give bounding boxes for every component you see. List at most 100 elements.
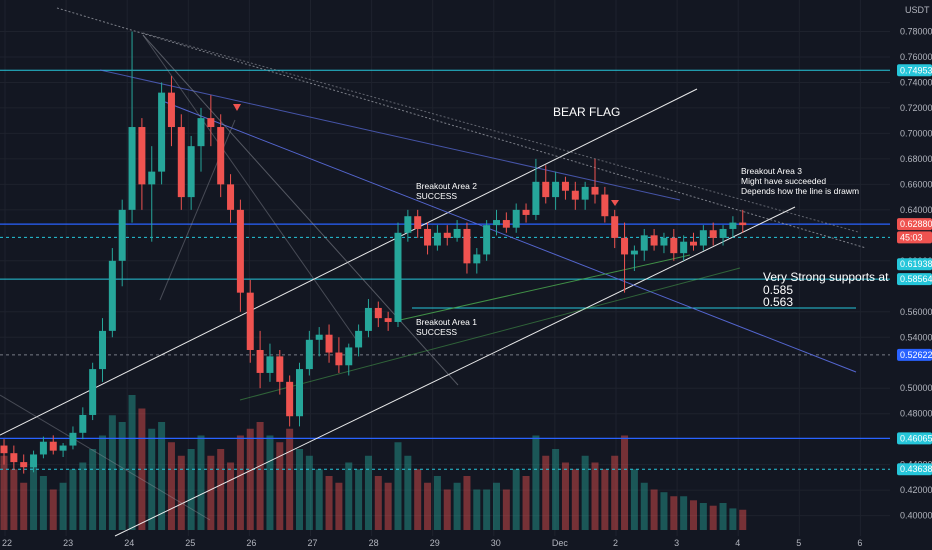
trendlines xyxy=(0,7,867,537)
volume-bar xyxy=(276,442,284,530)
volume-bar xyxy=(463,476,471,530)
candle-body xyxy=(266,356,274,373)
candle-body xyxy=(207,118,215,128)
volume-bar xyxy=(148,428,156,530)
candle-body xyxy=(374,307,382,319)
candles xyxy=(0,31,747,474)
candle-body xyxy=(128,127,136,210)
volume-bar xyxy=(660,492,668,530)
candle-body xyxy=(246,292,254,350)
x-tick-label: 22 xyxy=(2,538,12,548)
volume-bar xyxy=(424,482,432,530)
volume-bar xyxy=(443,489,451,530)
y-tick-label: 0.40000 xyxy=(900,511,932,521)
candle-body xyxy=(601,194,609,217)
price-tag-label: 45:03 xyxy=(900,232,923,242)
volume-bar xyxy=(384,482,392,530)
price-tag xyxy=(897,64,932,77)
moving-average-slow-line xyxy=(239,267,741,401)
annotation-support-2: 0.563 xyxy=(763,295,793,309)
candle-body xyxy=(286,381,294,417)
volume-bar xyxy=(601,469,609,530)
candle-body xyxy=(483,225,491,255)
y-tick-label: 0.74000 xyxy=(900,77,932,87)
y-tick-label: 0.50000 xyxy=(900,383,932,393)
candle-body xyxy=(197,118,205,147)
candle-body xyxy=(158,92,166,172)
candle-body xyxy=(256,349,264,373)
price-tag-label: 0.46065 xyxy=(900,433,932,443)
volume-bar xyxy=(739,509,747,530)
volume-bar xyxy=(621,435,629,530)
price-tag xyxy=(897,348,932,361)
x-tick-label: 29 xyxy=(430,538,440,548)
fan-line-1 xyxy=(142,34,459,386)
volume-bar xyxy=(522,476,530,530)
down-marker xyxy=(611,200,619,206)
candle-body xyxy=(296,369,303,417)
candle-body xyxy=(453,228,461,238)
volume-bar xyxy=(699,503,707,530)
candle-body xyxy=(670,237,678,254)
candle-body xyxy=(690,241,697,246)
volume-bar xyxy=(197,435,205,530)
volume-bar xyxy=(207,455,215,530)
volume-bar xyxy=(670,496,678,530)
candle-body xyxy=(236,209,244,293)
candle-body xyxy=(177,127,185,198)
candle-body xyxy=(49,441,57,451)
x-tick-label: 28 xyxy=(369,538,379,548)
volume-bar xyxy=(305,455,313,530)
candle-body xyxy=(10,453,18,463)
volume-bar xyxy=(99,435,106,530)
volume-bar xyxy=(374,476,382,530)
candle-body xyxy=(335,352,343,366)
secondary-down-trendline xyxy=(142,32,859,233)
volume-bar xyxy=(236,435,244,530)
volume-bar xyxy=(296,449,303,530)
candle-body xyxy=(680,241,688,254)
candle-body xyxy=(719,228,727,238)
candle-body xyxy=(138,127,146,185)
candle-body xyxy=(414,216,422,229)
y-tick-label: 0.72000 xyxy=(900,103,932,113)
volume-bar xyxy=(581,455,589,530)
volume-bar xyxy=(552,449,560,530)
candle-body xyxy=(581,186,589,200)
volume-bar xyxy=(227,462,235,530)
x-tick-label: 23 xyxy=(63,538,73,548)
volume-bar xyxy=(483,489,491,530)
candle-body xyxy=(384,318,392,322)
x-tick-label: 3 xyxy=(674,538,679,548)
volume-bar xyxy=(512,469,520,530)
volume-bar xyxy=(650,489,658,530)
volume-bar xyxy=(79,462,87,530)
annotation-area1-title: Breakout Area 1 xyxy=(416,317,477,327)
annotation-area3-title: Breakout Area 3 xyxy=(741,166,802,176)
candle-body xyxy=(69,432,77,446)
volume-bar xyxy=(571,469,579,530)
markers xyxy=(233,104,619,206)
price-tag-label: 0.61938 xyxy=(900,259,932,269)
volume-bar xyxy=(108,415,116,530)
y-tick-label: 0.68000 xyxy=(900,154,932,164)
candle-body xyxy=(611,216,619,238)
price-tag xyxy=(897,463,932,476)
price-tag-label: 0.58564 xyxy=(900,274,932,284)
volume-bar xyxy=(256,422,264,530)
candle-body xyxy=(20,462,28,468)
candle-body xyxy=(99,330,106,370)
volume-bar xyxy=(118,422,126,530)
macro-down-trendline xyxy=(56,7,867,249)
x-tick-label: 26 xyxy=(246,538,256,548)
price-tag xyxy=(897,218,932,231)
y-tick-label: 0.54000 xyxy=(900,332,932,342)
volume-bar xyxy=(502,489,510,530)
volume-bar xyxy=(611,455,619,530)
candle-body xyxy=(30,454,38,468)
candle-body xyxy=(591,186,599,195)
candle-body xyxy=(739,222,747,226)
x-tick-label: 6 xyxy=(857,538,862,548)
volume-bar xyxy=(394,442,402,530)
bear-flag-lower-line xyxy=(114,206,796,537)
